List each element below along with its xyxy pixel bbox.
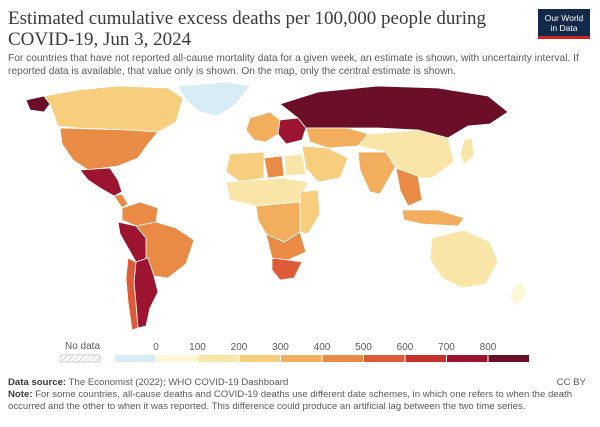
region-east-africa[interactable]: East Africa xyxy=(299,189,321,235)
note-text: For some countries, all-cause deaths and… xyxy=(8,389,573,412)
note-label: Note: xyxy=(8,389,33,400)
region-indonesia[interactable]: Indonesia xyxy=(401,209,465,227)
legend-bin[interactable] xyxy=(281,355,322,362)
region-united-states[interactable]: United States xyxy=(59,127,159,171)
region-japan[interactable]: Japan xyxy=(459,137,475,165)
legend-bin[interactable] xyxy=(239,355,281,362)
legend-no-data-label: No data xyxy=(65,341,100,352)
chart-subtitle: For countries that have not reported all… xyxy=(8,53,579,77)
region-australia[interactable]: Australia xyxy=(429,229,499,289)
source-label: Data source: xyxy=(8,377,67,388)
region-western-europe[interactable]: Western Europe xyxy=(245,111,281,143)
region-mexico[interactable]: Mexico xyxy=(79,167,123,197)
logo-line-1: Our World xyxy=(544,12,584,23)
legend-bin[interactable] xyxy=(115,355,156,362)
legend-tick-label: 500 xyxy=(355,342,372,353)
region-chile[interactable]: Chile xyxy=(125,257,139,331)
owid-logo[interactable]: Our World in Data xyxy=(538,9,590,39)
legend-tick-label: 0 xyxy=(153,342,159,353)
license-link[interactable]: CC BY xyxy=(556,377,586,388)
region-south-africa[interactable]: South Africa xyxy=(271,257,303,281)
legend-ticks: 0 100 200 300 400 500 600 700 800 xyxy=(153,342,497,353)
legend-tick-label: 200 xyxy=(231,342,248,353)
region-new-zealand[interactable]: New Zealand xyxy=(509,281,527,307)
region-greenland[interactable]: Greenland xyxy=(177,82,251,117)
legend-bin[interactable] xyxy=(156,355,198,362)
region-southeast-asia[interactable]: Southeast Asia xyxy=(395,167,423,207)
region-middle-east[interactable]: Middle East xyxy=(301,145,349,183)
world-map[interactable]: Alaska Canada United States Greenland Me… xyxy=(18,82,578,338)
legend-tick-label: 100 xyxy=(189,342,206,353)
legend-tick-label: 400 xyxy=(314,342,331,353)
region-china[interactable]: China / Mongolia xyxy=(357,129,455,179)
legend-tick-label: 600 xyxy=(397,342,414,353)
legend-bin[interactable] xyxy=(488,355,530,362)
logo-line-2: in Data xyxy=(550,22,578,33)
region-central-america[interactable]: Central America xyxy=(113,193,129,209)
chart-title: Estimated cumulative excess deaths per 1… xyxy=(8,8,487,50)
legend-bin[interactable] xyxy=(447,355,488,362)
source-text[interactable]: The Economist (2022); WHO COVID-19 Dashb… xyxy=(68,377,289,388)
legend-bins xyxy=(115,355,529,362)
legend-bin[interactable] xyxy=(198,355,239,362)
legend-tick-label: 800 xyxy=(480,342,497,353)
color-legend: No data 0 100 200 300 400 500 600 700 800 xyxy=(60,341,529,363)
source-line: Data source: The Economist (2022); WHO C… xyxy=(8,377,592,389)
legend-bin[interactable] xyxy=(405,355,447,362)
legend-tick-label: 700 xyxy=(438,342,455,353)
legend-bin[interactable] xyxy=(322,355,364,362)
region-canada[interactable]: Canada xyxy=(43,85,184,133)
region-alaska[interactable]: Alaska xyxy=(25,95,51,113)
legend-bin[interactable] xyxy=(364,355,405,362)
note-line: Note: For some countries, all-cause deat… xyxy=(8,389,592,413)
region-libya[interactable]: Libya xyxy=(263,155,285,179)
legend-no-data-swatch xyxy=(60,354,101,363)
region-brazil[interactable]: Brazil xyxy=(135,221,195,279)
legend-tick-label: 300 xyxy=(272,342,289,353)
region-egypt[interactable]: Egypt xyxy=(283,153,307,177)
region-north-africa[interactable]: North Africa xyxy=(225,151,265,183)
footer: Data source: The Economist (2022); WHO C… xyxy=(8,377,592,413)
region-sahel[interactable]: Sahel xyxy=(225,177,309,207)
